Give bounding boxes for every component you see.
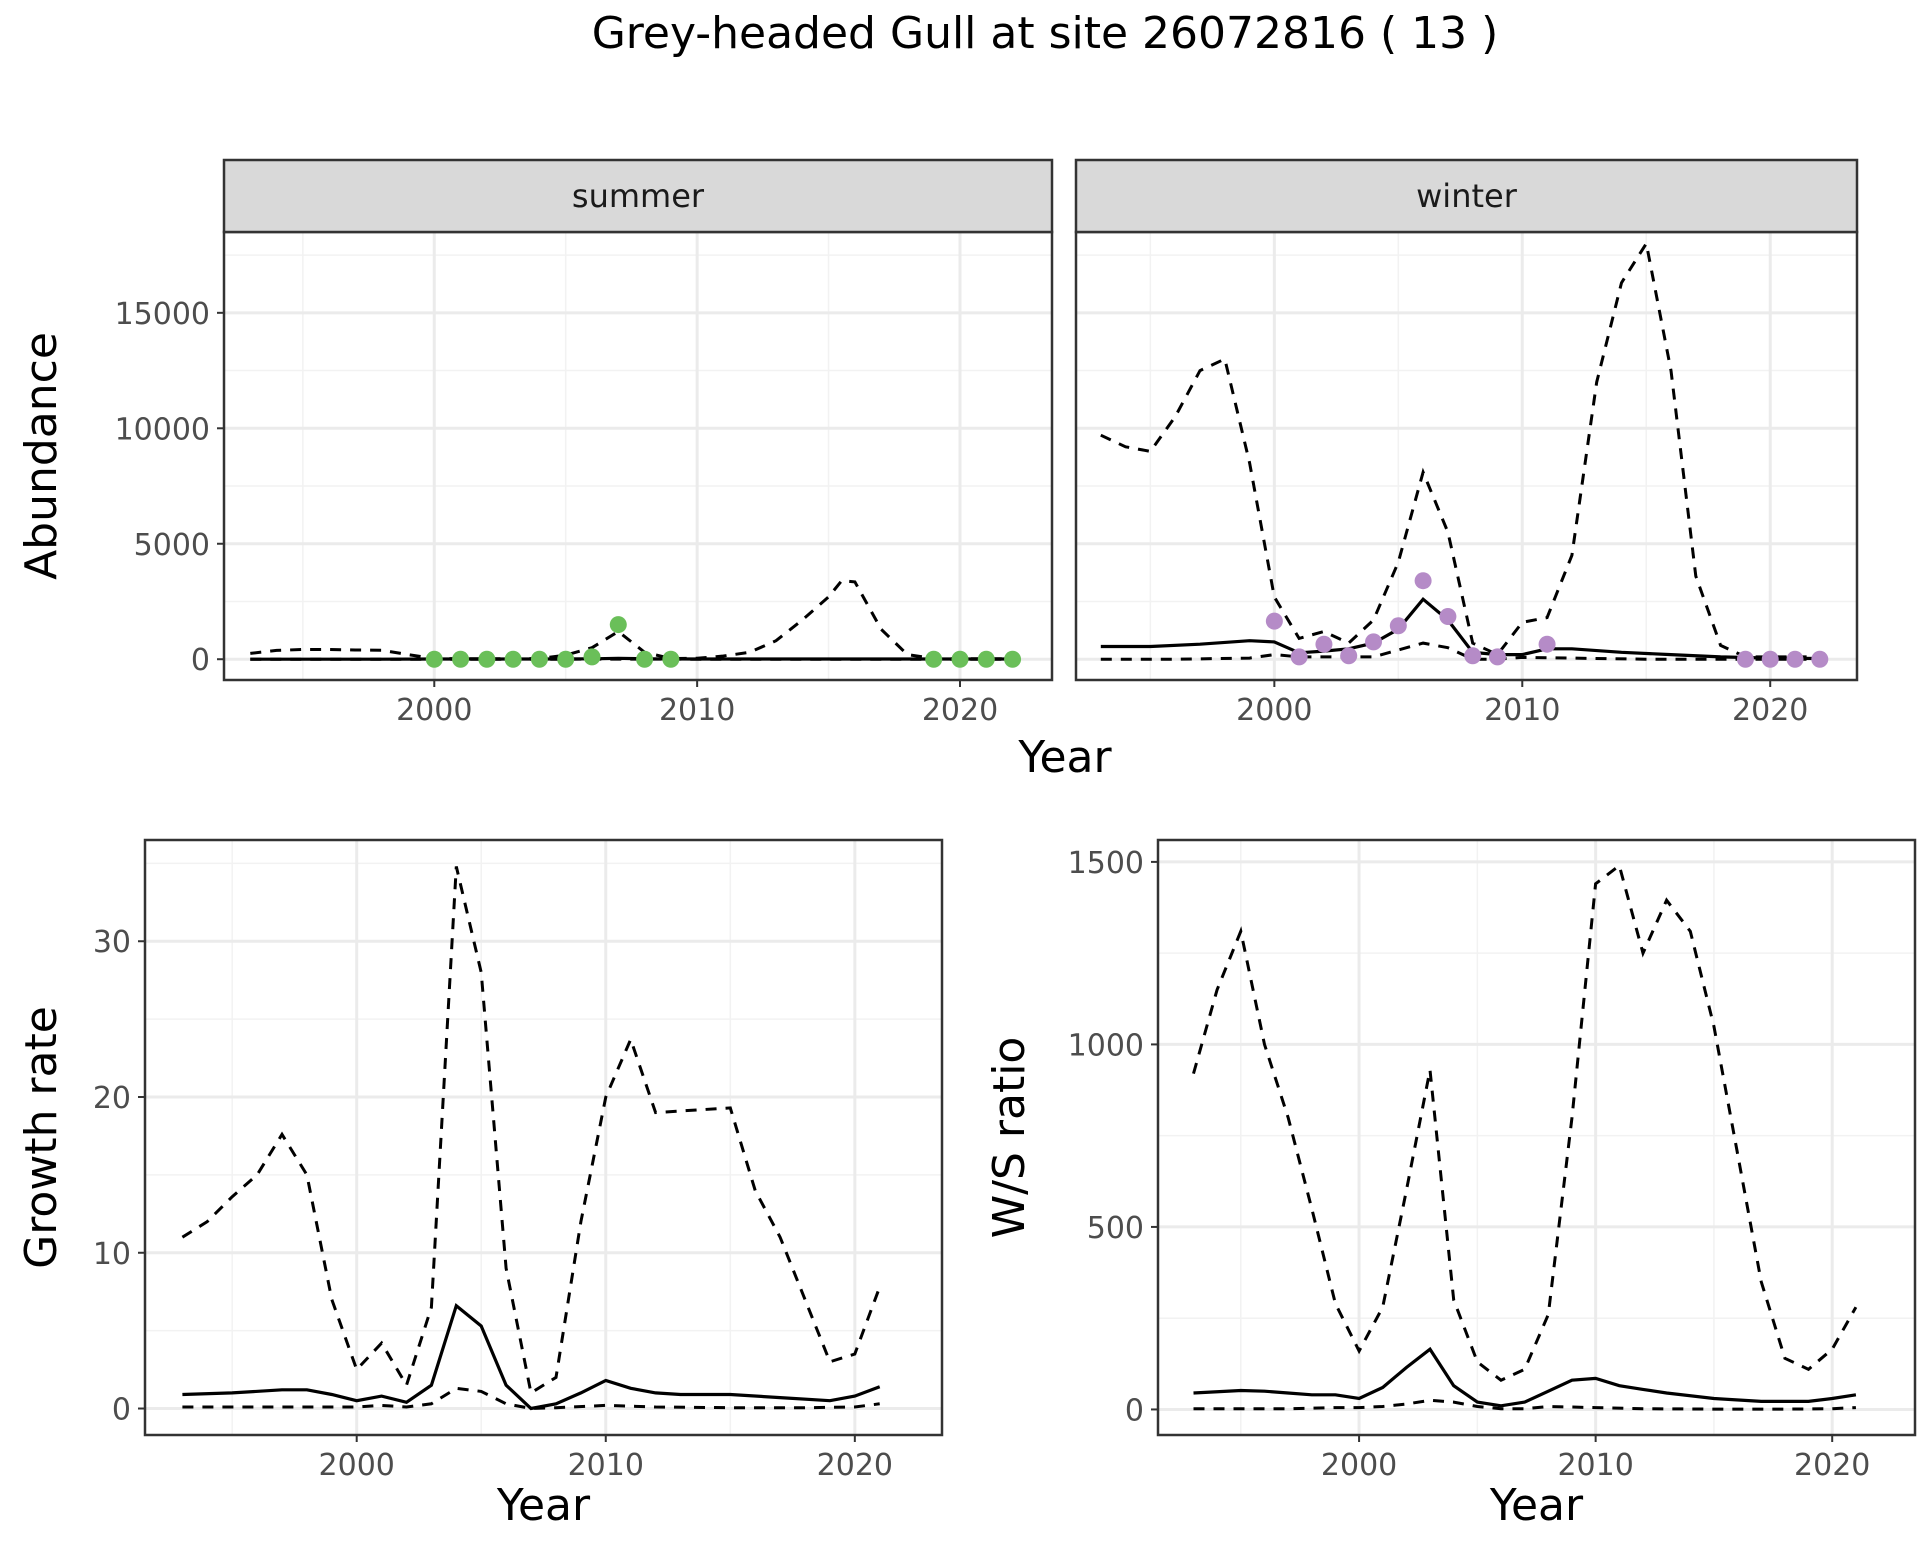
panel-border [143,838,944,1437]
data-point [478,650,496,668]
data-point [1315,635,1333,653]
data-point [609,616,627,634]
y-axis-title: W/S ratio [984,1037,1035,1239]
panel-background [1158,840,1915,1435]
series-lower-bound-line [1100,641,1820,661]
x-tick-label: 2010 [568,1448,644,1483]
data-point [1004,650,1022,668]
data-point [1811,650,1829,668]
y-tick-label: 15000 [115,297,210,332]
series-estimate-line [1193,1346,1857,1408]
y-tick-label: 5000 [134,528,210,563]
series-estimate-line [182,1302,881,1411]
x-tick-label: 2020 [922,693,998,728]
data-point [636,650,654,668]
data-point [583,648,601,666]
data-point [1389,617,1407,635]
x-tick-label: 2010 [1484,693,1560,728]
y-tick-label: 0 [1125,1393,1144,1428]
data-point [1439,607,1457,625]
y-tick-label: 1500 [1068,846,1144,881]
series-lower-bound-line [182,1386,880,1411]
data-point [1538,635,1556,653]
x-axis-title: Year [1489,1480,1584,1531]
y-tick-label: 0 [191,643,210,678]
data-point [1786,650,1804,668]
y-tick-label: 20 [93,1081,131,1116]
data-point [977,650,995,668]
y-axis-title: Abundance [16,332,67,580]
data-point [452,650,470,668]
data-point [1340,647,1358,665]
data-point [1365,633,1383,651]
data-point [1464,647,1482,665]
series-lower-bound-line [1193,1398,1856,1411]
x-tick-label: 2010 [1557,1448,1633,1483]
panel-background [224,232,1052,680]
figure-title: Grey-headed Gull at site 26072816 ( 13 ) [592,8,1499,59]
x-tick-label: 2020 [1732,693,1808,728]
y-tick-label: 10000 [115,412,210,447]
series-upper-bound-line [181,866,882,1396]
x-tick-label: 2000 [319,1448,395,1483]
data-point [557,650,575,668]
data-point [425,650,443,668]
panel-ratio: 2000 2010 2020 0 500 1000 1500 W/S ratio Year [984,838,1917,1531]
data-point [530,650,548,668]
data-point [1736,650,1754,668]
x-tick-label: 2000 [1236,693,1312,728]
data-point [1265,612,1283,630]
series-upper-bound-line [1192,863,1858,1382]
facet-strip [1074,158,1859,234]
x-tick-label: 2020 [1794,1448,1870,1483]
y-tick-label: 0 [112,1393,131,1428]
facet-strip-label: summer [572,177,705,215]
panel-growth: 2000 2010 2020 0 10 20 30 Growth rate Year [16,838,944,1531]
data-point [925,650,943,668]
series-estimate-line [1100,596,1820,661]
series-upper-bound-line [1100,239,1820,659]
panel-background [1076,232,1857,680]
x-tick-label: 2010 [659,693,735,728]
data-point [1290,648,1308,666]
panel-winter: winter 2000 2010 2020 [1074,158,1859,728]
y-axis-title: Growth rate [16,1006,67,1269]
y-tick-label: 1000 [1068,1028,1144,1063]
panel-summer: summer 2000 2010 2020 0 5000 10000 15000 Abundan… [16,158,1112,783]
data-point [951,650,969,668]
data-point [1488,648,1506,666]
y-tick-label: 10 [93,1237,131,1272]
x-tick-label: 2020 [817,1448,893,1483]
x-axis-title: Year [496,1480,591,1531]
panel-background [145,840,942,1435]
y-tick-label: 30 [93,925,131,960]
x-tick-label: 2000 [1321,1448,1397,1483]
data-point [504,650,522,668]
facet-strip-label: winter [1416,177,1518,215]
panel-border [1156,838,1917,1437]
x-tick-label: 2000 [396,693,472,728]
facet-strip [222,158,1054,234]
data-point [1414,572,1432,590]
data-point [1761,650,1779,668]
data-point [662,650,680,668]
y-tick-label: 500 [1087,1211,1144,1246]
x-axis-title: Year [1017,732,1112,783]
